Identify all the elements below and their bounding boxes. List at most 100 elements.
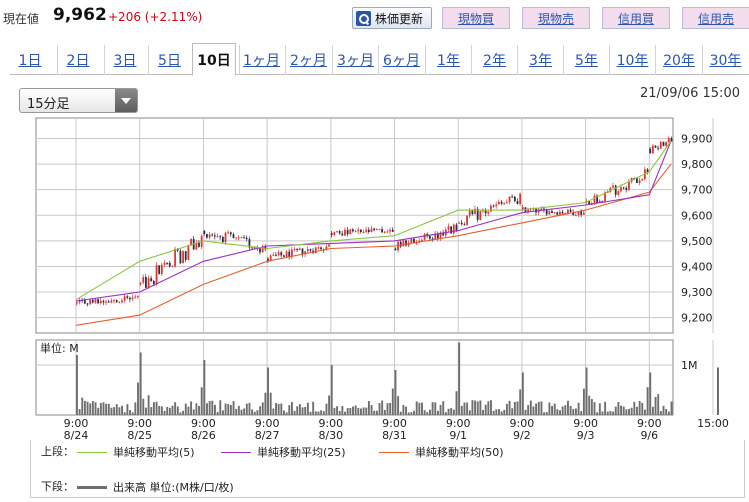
tab-1d[interactable]: 1日 <box>18 53 42 69</box>
candle-body <box>99 300 102 304</box>
candle-body <box>243 237 246 239</box>
candle-body <box>280 252 283 256</box>
tab-10y[interactable]: 10年 <box>609 45 655 75</box>
volume-bar <box>158 405 161 415</box>
candle-body <box>492 205 495 207</box>
candle-body <box>548 211 551 215</box>
candle-body <box>309 249 312 251</box>
volume-bar <box>206 403 208 415</box>
candle-body <box>333 232 336 235</box>
price-tick-label: 9,300 <box>681 286 713 299</box>
volume-bar <box>628 408 630 415</box>
candle-body <box>142 277 145 283</box>
candle-body <box>479 211 482 220</box>
tab-6m[interactable]: 6ヶ月 <box>378 45 424 75</box>
candle-body <box>452 224 455 234</box>
volume-bar <box>717 367 719 415</box>
margin-buy-button[interactable]: 信用買 <box>602 7 670 29</box>
tab-20y[interactable]: 20年 <box>655 45 702 75</box>
candle-body <box>442 232 445 236</box>
tab-2m[interactable]: 2ヶ月 <box>285 45 331 75</box>
margin-sell-button[interactable]: 信用売 <box>682 7 749 29</box>
candle-body <box>359 229 362 233</box>
candle-body <box>659 141 662 149</box>
candle-body <box>176 248 179 251</box>
candle-body <box>110 300 113 303</box>
candle-body <box>381 229 384 233</box>
cash-sell-button[interactable]: 現物売 <box>522 7 590 29</box>
volume-bar <box>405 406 408 415</box>
candle-body <box>301 248 304 255</box>
volume-bar <box>184 403 187 415</box>
candle-body <box>259 248 261 253</box>
price-tick-label: 9,200 <box>681 312 713 325</box>
volume-bar <box>524 409 527 415</box>
tab-2d[interactable]: 2日 <box>57 45 98 75</box>
candle-body <box>612 185 614 188</box>
volume-bar <box>129 409 131 415</box>
tab-1m[interactable]: 1ヶ月 <box>239 45 283 75</box>
candle-body <box>559 211 561 215</box>
candle-body <box>535 207 537 213</box>
candle-body <box>572 211 575 216</box>
interval-select[interactable]: 15分足 <box>19 88 138 113</box>
candle-body <box>580 211 583 215</box>
candle-body <box>646 169 649 173</box>
volume-bar <box>426 412 429 415</box>
tab-30y[interactable]: 30年 <box>702 45 748 75</box>
volume-bar <box>227 404 230 415</box>
tab-3m[interactable]: 3ヶ月 <box>332 45 378 75</box>
volume-bar <box>559 410 561 415</box>
volume-bar <box>434 402 437 415</box>
volume-bar <box>203 360 206 415</box>
tab-5d[interactable]: 5日 <box>148 45 190 75</box>
candle-body <box>320 247 322 250</box>
candle-body <box>487 211 490 214</box>
candle-body <box>152 281 155 285</box>
tab-5y[interactable]: 5年 <box>563 45 609 75</box>
refresh-price-button[interactable]: 株価更新 <box>352 7 432 29</box>
volume-bar <box>102 402 105 415</box>
volume-bar <box>285 412 288 415</box>
volume-bar <box>115 404 118 415</box>
cash-buy-button[interactable]: 現物買 <box>442 7 510 29</box>
volume-bar <box>290 402 293 415</box>
tab-3y[interactable]: 3年 <box>517 45 563 75</box>
volume-bar <box>527 405 530 415</box>
candle-body <box>466 215 468 226</box>
volume-bar <box>126 404 129 415</box>
x-tick-time: 9:00 <box>446 417 471 430</box>
candle-body <box>134 296 137 298</box>
x-tick-time: 9:00 <box>191 417 216 430</box>
tab-10d[interactable]: 10日 <box>192 43 236 76</box>
volume-bar <box>444 412 447 415</box>
volume-bar <box>638 400 641 415</box>
candle-body <box>574 215 577 217</box>
legend-ma5-label: 単純移動平均(5) <box>113 446 195 459</box>
tab-1y[interactable]: 1年 <box>425 45 471 75</box>
volume-bar <box>123 412 126 415</box>
volume-bar <box>107 403 110 415</box>
volume-bar <box>121 405 124 415</box>
candle-body <box>131 297 134 300</box>
volume-bar <box>357 407 360 415</box>
volume-bar <box>229 405 232 415</box>
candle-body <box>513 196 516 202</box>
candle-body <box>198 242 200 247</box>
volume-bar <box>513 401 516 415</box>
volume-bar <box>81 397 84 415</box>
candle-body <box>285 251 288 257</box>
tab-3d[interactable]: 3日 <box>104 45 145 75</box>
candle-body <box>227 232 230 234</box>
volume-bar <box>150 407 153 415</box>
volume-bar <box>306 402 309 415</box>
tab-2y[interactable]: 2年 <box>471 45 517 75</box>
candle-body <box>410 238 413 243</box>
volume-bar <box>198 405 200 415</box>
volume-bar <box>359 408 362 415</box>
candle-body <box>83 300 86 304</box>
candle-body <box>211 234 214 236</box>
volume-bar <box>415 401 418 415</box>
candle-body <box>248 239 251 248</box>
volume-bar <box>373 410 376 415</box>
